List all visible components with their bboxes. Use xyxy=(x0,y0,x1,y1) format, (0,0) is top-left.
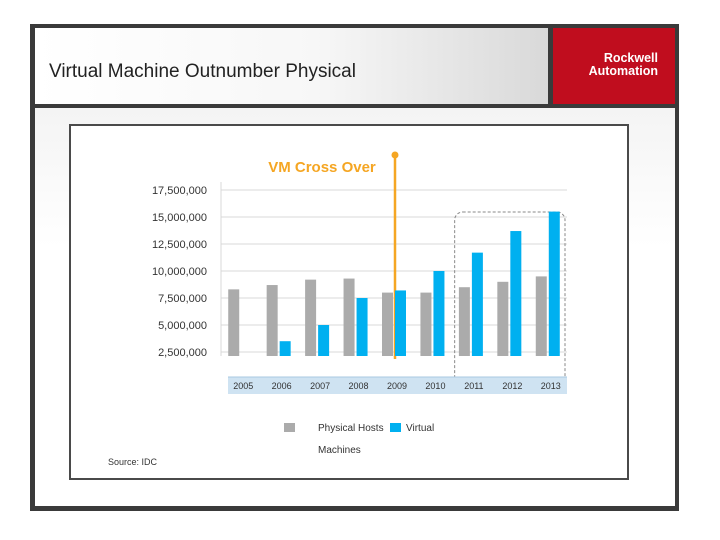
x-tick-label: 2005 xyxy=(233,381,253,391)
x-tick-label: 2012 xyxy=(502,381,522,391)
bar-physical-2013 xyxy=(535,276,547,356)
x-axis-band xyxy=(228,377,567,394)
x-tick-label: 2008 xyxy=(349,381,369,391)
bar-virtual-2007 xyxy=(318,325,330,356)
bar-physical-2008 xyxy=(343,278,355,356)
legend-swatch-physical xyxy=(284,423,295,432)
x-tick-label: 2013 xyxy=(541,381,561,391)
rockwell-automation-logo: Rockwell Automation xyxy=(553,28,675,104)
legend-swatch-virtual xyxy=(390,423,401,432)
y-tick-label: 7,500,000 xyxy=(158,293,207,305)
bar-physical-2012 xyxy=(497,281,509,356)
source-note: Source: IDC xyxy=(108,457,158,467)
bar-virtual-2008 xyxy=(356,298,368,356)
y-tick-label: 15,000,000 xyxy=(152,212,207,224)
bar-virtual-2013 xyxy=(548,211,560,356)
y-tick-label: 5,000,000 xyxy=(158,320,207,332)
bar-virtual-2006 xyxy=(279,341,291,356)
legend-label-physical: Physical Hosts xyxy=(318,423,384,434)
y-tick-label: 10,000,000 xyxy=(152,266,207,278)
chart-title: VM Cross Over xyxy=(268,159,376,176)
legend-caption: Machines xyxy=(318,445,361,456)
bar-physical-2009 xyxy=(382,292,393,356)
x-tick-label: 2009 xyxy=(387,381,407,391)
logo-line-2: Automation xyxy=(588,64,658,78)
x-tick-label: 2011 xyxy=(464,381,483,391)
logo-line-1: Rockwell xyxy=(603,51,658,65)
y-tick-label: 12,500,000 xyxy=(152,239,207,251)
bar-virtual-2012 xyxy=(510,231,522,356)
bar-physical-2011 xyxy=(458,287,470,356)
bar-virtual-2010 xyxy=(433,271,445,356)
bar-virtual-2011 xyxy=(471,252,483,356)
bar-physical-2005 xyxy=(228,289,240,356)
x-tick-label: 2006 xyxy=(272,381,292,391)
bar-virtual-2009 xyxy=(395,290,406,356)
bar-physical-2010 xyxy=(420,292,432,356)
x-tick-label: 2007 xyxy=(310,381,330,391)
bar-physical-2006 xyxy=(266,285,278,356)
title-panel: Virtual Machine Outnumber Physical xyxy=(35,28,548,104)
legend-label-virtual: Virtual xyxy=(406,423,434,434)
crossover-marker xyxy=(391,151,399,159)
y-tick-label: 17,500,000 xyxy=(152,185,207,197)
bars-layer xyxy=(228,211,560,356)
bar-physical-2007 xyxy=(305,279,317,356)
x-tick-label: 2010 xyxy=(425,381,445,391)
slide-title: Virtual Machine Outnumber Physical xyxy=(49,61,356,82)
y-tick-label: 2,500,000 xyxy=(158,347,207,359)
axis-layer: 2,500,000 5,000,000 7,500,000 10,000,000 12,… xyxy=(152,185,567,394)
